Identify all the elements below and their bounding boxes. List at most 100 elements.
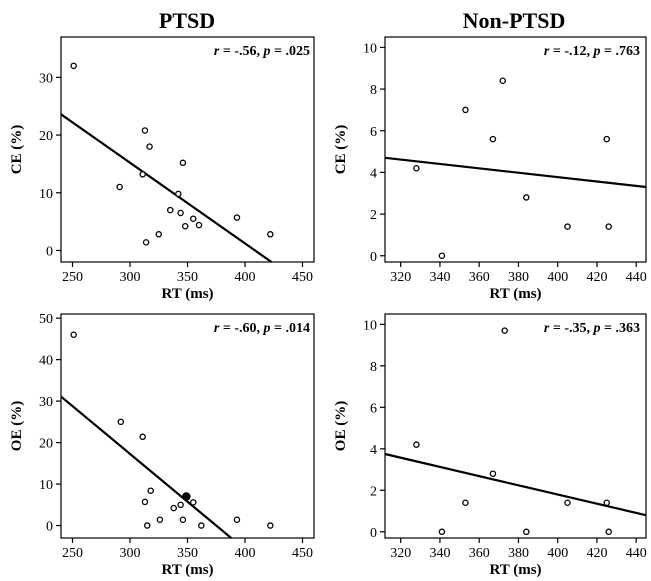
data-point <box>189 499 197 506</box>
x-tick-label: 250 <box>62 546 83 561</box>
plot-frame <box>384 36 647 263</box>
data-point <box>142 239 150 246</box>
data-point <box>141 127 149 134</box>
stat-r-value: = -.12, <box>549 44 593 59</box>
data-point <box>603 499 611 506</box>
stat-r-label: r <box>214 44 220 59</box>
data-point <box>605 528 612 536</box>
correlation-annotation: r = -.60, p = .014 <box>214 321 310 336</box>
data-point <box>564 499 571 506</box>
data-point <box>70 62 77 70</box>
regression-line <box>60 395 232 539</box>
data-point <box>564 223 571 230</box>
data-point <box>438 252 446 259</box>
x-tick-label: 320 <box>390 546 411 561</box>
correlation-annotation: r = -.56, p = .025 <box>214 44 310 59</box>
data-point <box>141 498 149 506</box>
y-tick-label: 2 <box>370 484 377 499</box>
regression-line <box>60 113 273 263</box>
y-tick-label: 10 <box>39 478 53 493</box>
data-point <box>233 214 241 221</box>
x-tick-label: 350 <box>177 546 198 561</box>
data-point <box>462 499 469 506</box>
y-tick-label: 2 <box>370 208 377 223</box>
data-point <box>179 159 187 167</box>
data-point <box>177 209 184 217</box>
data-point <box>147 487 154 494</box>
data-point <box>189 215 197 222</box>
data-point <box>143 522 151 529</box>
regression-line <box>384 452 647 517</box>
x-tick-label: 340 <box>429 546 450 561</box>
data-point <box>233 516 241 523</box>
y-tick-label: 10 <box>39 187 53 202</box>
data-point <box>117 418 125 426</box>
data-point <box>489 135 497 143</box>
stat-p-value: = .763 <box>601 44 640 59</box>
x-tick-label: 420 <box>586 546 607 561</box>
data-point <box>146 143 153 150</box>
x-tick-label: 250 <box>62 270 83 285</box>
data-point <box>603 135 611 143</box>
data-point <box>155 231 162 238</box>
x-tick-label: 400 <box>235 546 256 561</box>
stat-r-value: = -.35, <box>549 321 593 336</box>
data-point <box>181 222 189 230</box>
y-axis-label: CE (%) <box>333 125 349 175</box>
x-tick-label: 360 <box>469 270 490 285</box>
column-title-non-ptsd: Non-PTSD <box>463 8 566 33</box>
correlation-annotation: r = -.12, p = .763 <box>544 44 640 59</box>
data-point <box>438 528 446 536</box>
y-tick-label: 40 <box>39 354 53 369</box>
data-point <box>605 223 612 230</box>
scatter-panel-4: 320 340 360 380 400 420 440 0 2 4 6 8 10 RT (ms) OE (%… <box>333 313 647 578</box>
data-point <box>523 194 530 201</box>
y-tick-label: 8 <box>370 360 377 375</box>
data-point <box>179 516 187 523</box>
x-axis-label: RT (ms) <box>161 286 213 302</box>
y-tick-label: 10 <box>363 318 377 333</box>
y-tick-label: 20 <box>39 129 53 144</box>
stat-r-label: r <box>544 44 550 59</box>
stat-r-label: r <box>544 321 550 336</box>
data-point <box>198 522 205 529</box>
x-tick-label: 350 <box>177 270 198 285</box>
data-point <box>489 470 497 477</box>
stat-r-value: = -.60, <box>219 321 263 336</box>
scatter-panel-2: 320 340 360 380 400 420 440 0 2 4 6 8 10 RT (ms) CE (%… <box>333 36 647 302</box>
y-tick-label: 30 <box>39 71 53 86</box>
stat-p-label: p <box>263 321 271 336</box>
data-point <box>166 206 174 214</box>
y-tick-label: 0 <box>46 520 53 535</box>
x-tick-label: 420 <box>586 270 607 285</box>
y-tick-label: 0 <box>370 250 377 265</box>
x-tick-label: 300 <box>120 270 141 285</box>
stat-p-label: p <box>263 44 271 59</box>
y-tick-label: 50 <box>39 312 53 327</box>
plot-frame <box>384 313 647 539</box>
y-tick-label: 0 <box>46 244 53 259</box>
x-tick-label: 340 <box>429 270 450 285</box>
data-point <box>70 331 77 338</box>
stat-p-label: p <box>593 44 601 59</box>
data-point <box>267 231 274 238</box>
x-tick-label: 300 <box>120 546 141 561</box>
y-tick-label: 6 <box>370 125 377 140</box>
data-point <box>116 183 123 191</box>
x-tick-label: 440 <box>626 270 647 285</box>
data-point <box>175 190 182 198</box>
data-point <box>139 171 146 178</box>
x-tick-label: 380 <box>508 270 529 285</box>
stat-p-value: = .363 <box>601 321 640 336</box>
x-tick-label: 450 <box>292 546 313 561</box>
x-tick-label: 400 <box>547 546 568 561</box>
column-title-ptsd: PTSD <box>159 8 215 33</box>
x-tick-label: 380 <box>508 546 529 561</box>
x-tick-label: 400 <box>547 270 568 285</box>
stat-r-value: = -.56, <box>219 44 263 59</box>
x-tick-label: 400 <box>235 270 256 285</box>
data-point <box>177 501 184 509</box>
data-point <box>413 164 420 172</box>
data-point <box>501 327 508 334</box>
